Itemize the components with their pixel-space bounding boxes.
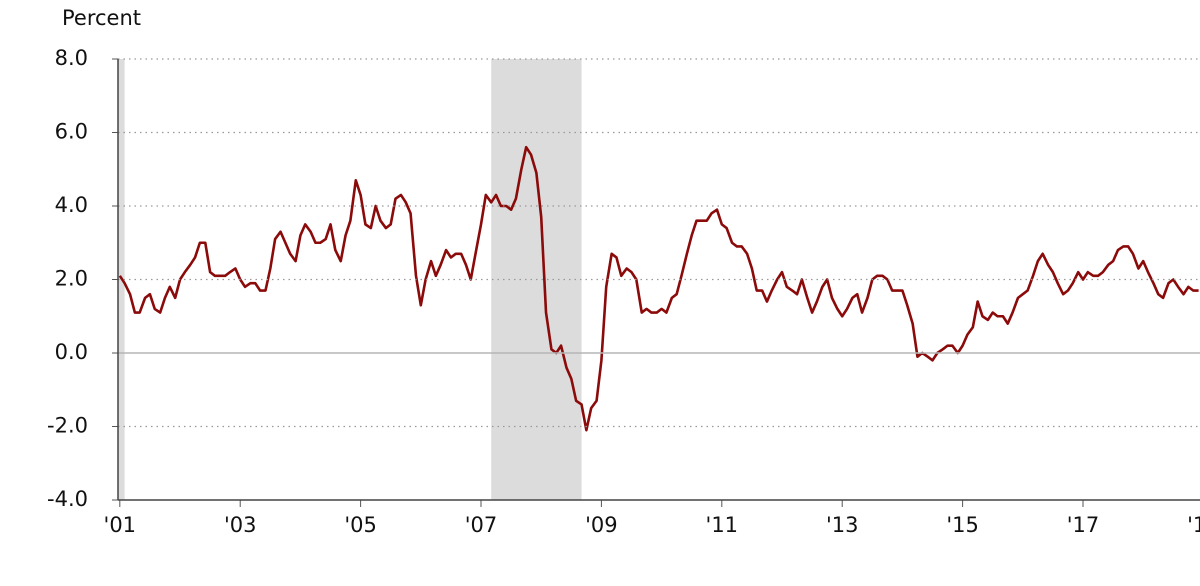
x-tick-label: '19 (1187, 513, 1200, 537)
data-line (118, 145, 1199, 432)
y-tick-label: -2.0 (47, 414, 88, 438)
y-axis-label: Percent (62, 6, 141, 30)
x-tick-label: '01 (104, 513, 137, 537)
x-tick-label: '17 (1067, 513, 1100, 537)
x-tick-label: '13 (826, 513, 859, 537)
x-tick-label: '15 (946, 513, 979, 537)
x-tick-label: '05 (344, 513, 377, 537)
y-tick-label: 8.0 (55, 46, 88, 70)
y-tick-label: 6.0 (55, 120, 88, 144)
y-tick-label: 2.0 (55, 267, 88, 291)
x-tick-label: '07 (465, 513, 498, 537)
x-tick-label: '09 (585, 513, 618, 537)
y-tick-label: -4.0 (47, 487, 88, 511)
y-tick-label: 4.0 (55, 193, 88, 217)
x-tick-label: '11 (706, 513, 739, 537)
y-tick-label: 0.0 (55, 340, 88, 364)
x-tick-label: '03 (224, 513, 257, 537)
